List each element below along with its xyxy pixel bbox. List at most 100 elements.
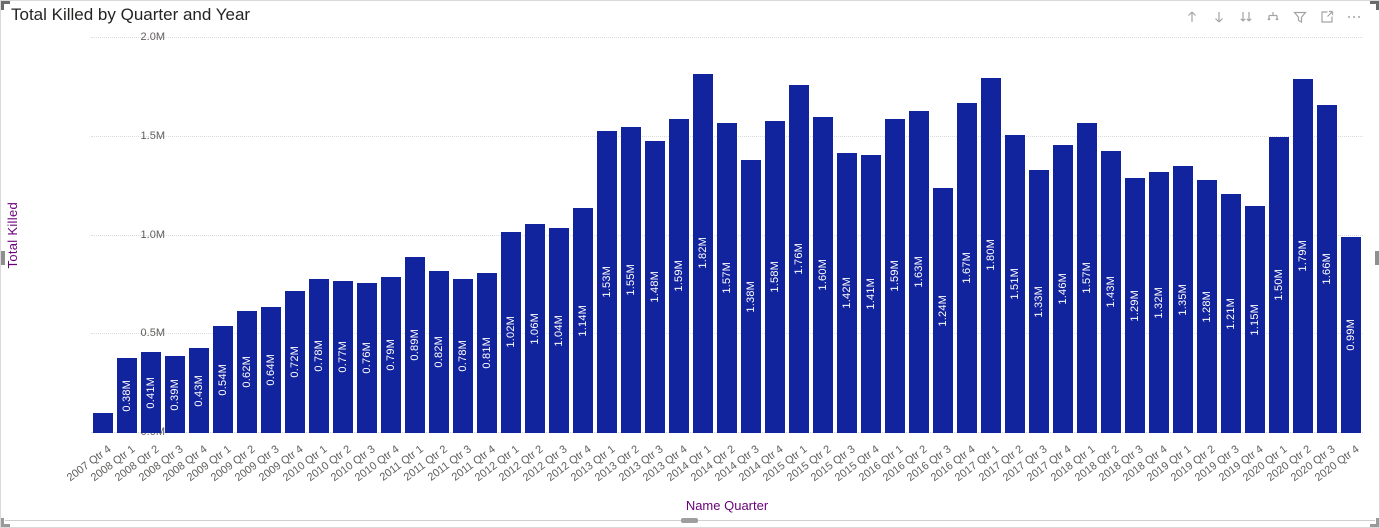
bar-data-label: 1.76M [793, 243, 805, 275]
bar-slot: 1.59M [883, 38, 907, 433]
expand-all-levels-icon[interactable] [1264, 8, 1282, 26]
drill-down-icon[interactable] [1210, 8, 1228, 26]
bar[interactable]: 0.89M [405, 257, 425, 433]
bar[interactable]: 1.59M [885, 118, 905, 433]
bar[interactable]: 0.64M [261, 306, 281, 433]
bar-data-label: 0.38M [121, 379, 133, 412]
bar[interactable]: 0.72M [285, 290, 305, 433]
bar[interactable]: 1.58M [765, 120, 785, 433]
focus-mode-icon[interactable] [1318, 8, 1336, 26]
bar[interactable]: 1.43M [1101, 150, 1121, 433]
filter-icon[interactable] [1291, 8, 1309, 26]
bar-slot: 1.38M [739, 38, 763, 433]
bar-data-label: 1.15M [1249, 303, 1261, 336]
bar-data-label: 1.82M [697, 237, 709, 270]
bar-slot: 1.51M [1003, 38, 1027, 433]
bar-data-label: 1.59M [889, 260, 901, 292]
bar[interactable]: 1.14M [573, 207, 593, 433]
bar-data-label: 1.02M [505, 316, 517, 349]
more-options-icon[interactable] [1345, 8, 1363, 26]
bar[interactable]: 0.41M [141, 352, 161, 433]
bar-data-label: 1.67M [961, 252, 973, 284]
resize-handle-left[interactable] [1, 251, 5, 265]
bar[interactable]: 1.55M [621, 126, 641, 433]
bar-slot: 1.02M [499, 38, 523, 433]
bar[interactable]: 1.57M [1077, 122, 1097, 433]
bar[interactable]: 1.67M [957, 103, 977, 433]
bar[interactable]: 0.39M [165, 355, 185, 433]
bar[interactable]: 1.66M [1317, 105, 1337, 433]
bar[interactable]: 1.29M [1125, 178, 1145, 433]
bar[interactable]: 1.32M [1149, 172, 1169, 433]
bar-slot: 1.24M [931, 38, 955, 433]
bar-slot: 0.38M [115, 38, 139, 433]
bar[interactable]: 1.02M [501, 231, 521, 433]
bar[interactable]: 0.43M [189, 348, 209, 433]
bar[interactable]: 1.41M [861, 154, 881, 433]
resize-handle-bottom-right[interactable] [1370, 518, 1379, 527]
bar[interactable]: 1.60M [813, 117, 833, 433]
bar-data-label: 1.63M [913, 256, 925, 288]
bar-data-label: 0.54M [217, 363, 229, 396]
bar-slot: 1.55M [619, 38, 643, 433]
bar[interactable]: 1.76M [789, 85, 809, 433]
bar[interactable]: 1.79M [1293, 79, 1313, 433]
bar[interactable]: 0.78M [309, 278, 329, 433]
bar[interactable]: 1.21M [1221, 194, 1241, 433]
bar[interactable]: 1.80M [981, 77, 1001, 433]
bar[interactable]: 0.38M [117, 357, 137, 433]
bar[interactable]: 1.33M [1029, 170, 1049, 433]
bar[interactable]: 1.04M [549, 227, 569, 433]
bar[interactable]: 0.79M [381, 276, 401, 433]
bar-data-label: 1.51M [1009, 268, 1021, 300]
bar-slot: 1.80M [979, 38, 1003, 433]
bar-slot: 1.60M [811, 38, 835, 433]
bar[interactable]: 1.24M [933, 188, 953, 433]
bar-slot: 0.41M [139, 38, 163, 433]
bar[interactable]: 0.81M [477, 273, 497, 433]
bar[interactable]: 1.38M [741, 160, 761, 433]
drill-up-icon[interactable] [1183, 8, 1201, 26]
bar-slot: 0.62M [235, 38, 259, 433]
bar[interactable]: 1.48M [645, 140, 665, 433]
resize-handle-right[interactable] [1375, 251, 1379, 265]
bar-data-label: 1.57M [721, 262, 733, 294]
bar-data-label: 1.38M [745, 280, 757, 313]
bar-data-label: 0.81M [481, 337, 493, 369]
bar[interactable]: 1.57M [717, 122, 737, 433]
expand-next-level-icon[interactable] [1237, 8, 1255, 26]
bar[interactable]: 1.46M [1053, 144, 1073, 433]
bar[interactable]: 1.53M [597, 130, 617, 433]
scrollbar-handle[interactable] [681, 518, 698, 523]
bar[interactable]: 1.63M [909, 111, 929, 433]
horizontal-scrollbar[interactable] [5, 517, 1375, 524]
bar[interactable]: 1.82M [693, 73, 713, 433]
bar-slot: 1.21M [1219, 38, 1243, 433]
bar-data-label: 0.43M [193, 374, 205, 407]
bar-data-label: 1.48M [649, 271, 661, 303]
bar[interactable]: 1.28M [1197, 180, 1217, 433]
bar[interactable]: 1.42M [837, 152, 857, 433]
bar[interactable]: 1.59M [669, 118, 689, 433]
bar-slot: 0.76M [355, 38, 379, 433]
bar[interactable] [93, 413, 113, 433]
bar[interactable]: 1.35M [1173, 166, 1193, 433]
bar[interactable]: 0.99M [1341, 237, 1361, 433]
bar[interactable]: 0.76M [357, 282, 377, 433]
bar[interactable]: 1.50M [1269, 136, 1289, 433]
bar[interactable]: 0.54M [213, 326, 233, 433]
bar-slot: 0.72M [283, 38, 307, 433]
resize-handle-top-left[interactable] [1, 1, 10, 10]
bar-data-label: 1.43M [1105, 276, 1117, 308]
resize-handle-top-right[interactable] [1370, 1, 1379, 10]
bar[interactable]: 0.82M [429, 271, 449, 433]
visual-header-toolbar [1183, 8, 1363, 26]
bar[interactable]: 1.51M [1005, 134, 1025, 433]
bar[interactable]: 0.78M [453, 278, 473, 433]
bar[interactable]: 0.77M [333, 280, 353, 433]
bar[interactable]: 1.15M [1245, 205, 1265, 433]
bar[interactable]: 1.06M [525, 223, 545, 433]
bar[interactable]: 0.62M [237, 310, 257, 433]
bar-data-label: 1.59M [673, 260, 685, 292]
resize-handle-bottom-left[interactable] [1, 518, 10, 527]
